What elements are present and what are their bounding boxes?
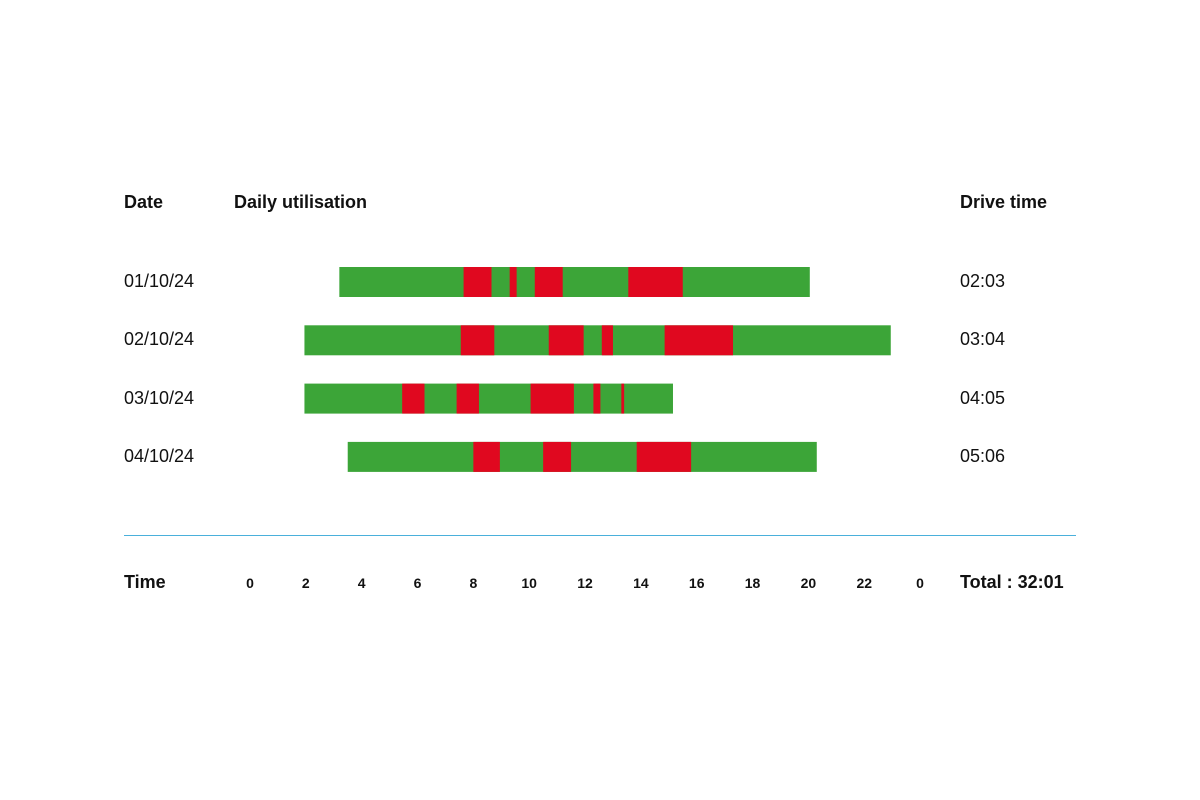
active-bar	[339, 267, 810, 297]
idle-segment	[460, 325, 495, 356]
x-tick-label: 16	[688, 575, 705, 591]
utilisation-header: Daily utilisation	[234, 192, 368, 212]
row-date: 03/10/24	[124, 387, 195, 408]
x-tick-label: 0	[246, 575, 254, 591]
x-tick-label: 4	[357, 575, 366, 591]
time-label: Time	[124, 572, 166, 592]
idle-segment	[473, 441, 500, 472]
x-tick-label: 20	[800, 575, 817, 591]
row-date: 02/10/24	[124, 329, 195, 350]
row-date: 04/10/24	[124, 445, 195, 466]
total-drive-time: Total : 32:01	[960, 572, 1064, 592]
row-drive-time: 05:06	[960, 445, 1006, 466]
idle-segment	[530, 383, 574, 414]
drive-time-header: Drive time	[960, 192, 1048, 212]
idle-segment	[456, 383, 479, 414]
active-bar	[347, 441, 817, 472]
idle-segment	[548, 325, 584, 356]
x-tick-label: 2	[301, 575, 310, 591]
row-date: 01/10/24	[124, 271, 195, 291]
x-tick-label: 8	[469, 575, 478, 591]
idle-segment	[463, 267, 492, 297]
active-bar	[304, 383, 673, 414]
idle-segment	[402, 383, 425, 414]
idle-segment	[621, 383, 625, 414]
idle-segment	[664, 325, 734, 356]
idle-segment	[543, 441, 572, 472]
x-tick-label: 10	[521, 575, 537, 591]
idle-segment	[601, 325, 613, 356]
idle-segment	[534, 267, 563, 297]
active-bar	[304, 325, 891, 356]
x-tick-label: 0	[916, 575, 924, 591]
idle-segment	[628, 267, 683, 297]
x-tick-label: 22	[856, 575, 873, 591]
idle-segment	[509, 267, 517, 297]
row-drive-time: 02:03	[960, 271, 1006, 291]
x-tick-label: 6	[413, 575, 422, 591]
row-drive-time: 04:05	[960, 387, 1006, 408]
x-tick-label: 18	[744, 575, 761, 591]
idle-segment	[593, 383, 601, 414]
date-header: Date	[124, 192, 164, 212]
row-drive-time: 03:04	[960, 329, 1006, 350]
axis-line	[124, 535, 1076, 536]
x-tick-label: 14	[633, 575, 649, 591]
x-tick-label: 12	[577, 575, 593, 591]
idle-segment	[636, 441, 692, 472]
